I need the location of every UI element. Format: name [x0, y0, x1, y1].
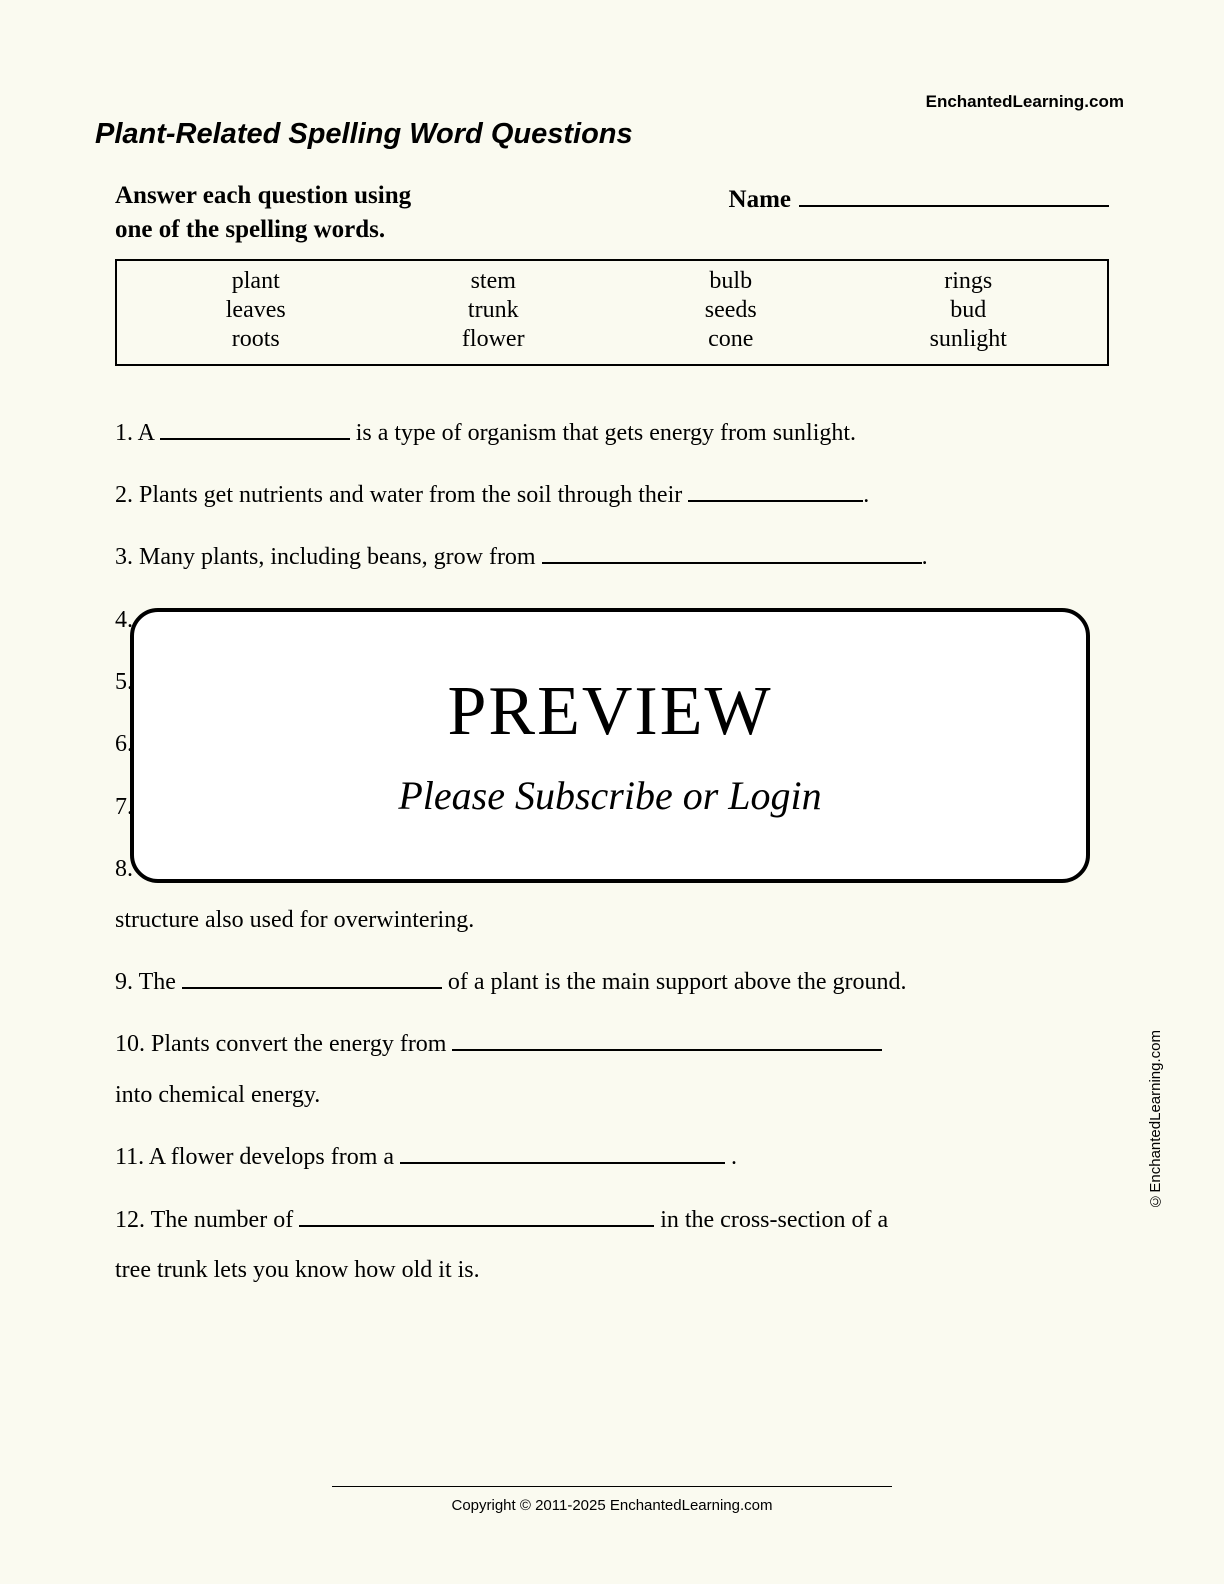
question-text: tree trunk lets you know how old it is. [115, 1257, 480, 1283]
name-input-line[interactable] [799, 179, 1109, 207]
question-text: 9. The [115, 969, 182, 995]
word-item: plant [147, 267, 365, 296]
instructions-line-1: Answer each question using [115, 182, 411, 209]
word-item: trunk [385, 296, 603, 325]
page-title: Plant-Related Spelling Word Questions [95, 118, 1129, 151]
question-text: 11. A flower develops from a [115, 1144, 400, 1170]
question-text: . [725, 1144, 737, 1170]
top-attribution: EnchantedLearning.com [926, 92, 1124, 112]
word-bank-grid: plant stem bulb rings leaves trunk seeds… [147, 267, 1077, 354]
answer-blank[interactable] [688, 479, 863, 502]
word-item: bud [860, 296, 1078, 325]
question-text: 1. A [115, 420, 160, 446]
footer-copyright: Copyright © 2011-2025 EnchantedLearning.… [452, 1497, 773, 1514]
word-item: bulb [622, 267, 840, 296]
answer-blank[interactable] [182, 966, 442, 989]
question-text: 3. Many plants, including beans, grow fr… [115, 544, 542, 570]
question-2: 2. Plants get nutrients and water from t… [115, 470, 1109, 520]
word-item: stem [385, 267, 603, 296]
name-field: Name [729, 179, 1109, 214]
question-1: 1. A is a type of organism that gets ene… [115, 408, 1109, 458]
answer-blank[interactable] [160, 417, 350, 440]
word-item: seeds [622, 296, 840, 325]
question-text: 10. Plants convert the energy from [115, 1031, 452, 1057]
instructions-line-2: one of the spelling words. [115, 216, 385, 243]
word-bank-box: plant stem bulb rings leaves trunk seeds… [115, 259, 1109, 366]
preview-subtitle: Please Subscribe or Login [398, 772, 821, 819]
question-10: 10. Plants convert the energy from into … [115, 1019, 1109, 1120]
word-item: flower [385, 325, 603, 354]
instructions: Answer each question using one of the sp… [115, 179, 595, 247]
side-copyright: ©EnchantedLearning.com [1147, 1030, 1164, 1210]
preview-overlay: PREVIEW Please Subscribe or Login [130, 608, 1090, 883]
word-item: sunlight [860, 325, 1078, 354]
name-label: Name [729, 186, 791, 214]
question-9: 9. The of a plant is the main support ab… [115, 957, 1109, 1007]
question-text: is a type of organism that gets energy f… [350, 420, 856, 446]
question-text: 12. The number of [115, 1207, 299, 1233]
question-text: . [922, 544, 928, 570]
footer: Copyright © 2011-2025 EnchantedLearning.… [0, 1486, 1224, 1514]
question-text: structure also used for overwintering. [115, 907, 474, 933]
answer-blank[interactable] [542, 541, 922, 564]
preview-title: PREVIEW [447, 672, 772, 752]
question-text: in the cross-section of a [654, 1207, 888, 1233]
question-text: of a plant is the main support above the… [442, 969, 907, 995]
question-text: into chemical energy. [115, 1082, 320, 1108]
answer-blank[interactable] [400, 1141, 725, 1164]
question-11: 11. A flower develops from a . [115, 1132, 1109, 1182]
question-3: 3. Many plants, including beans, grow fr… [115, 532, 1109, 582]
instruction-row: Answer each question using one of the sp… [115, 179, 1109, 247]
question-text: 2. Plants get nutrients and water from t… [115, 482, 688, 508]
word-item: leaves [147, 296, 365, 325]
footer-divider [332, 1486, 892, 1487]
question-12: 12. The number of in the cross-section o… [115, 1195, 1109, 1296]
answer-blank[interactable] [452, 1029, 882, 1052]
question-text: . [863, 482, 869, 508]
answer-blank[interactable] [299, 1204, 654, 1227]
word-item: roots [147, 325, 365, 354]
word-item: rings [860, 267, 1078, 296]
word-item: cone [622, 325, 840, 354]
